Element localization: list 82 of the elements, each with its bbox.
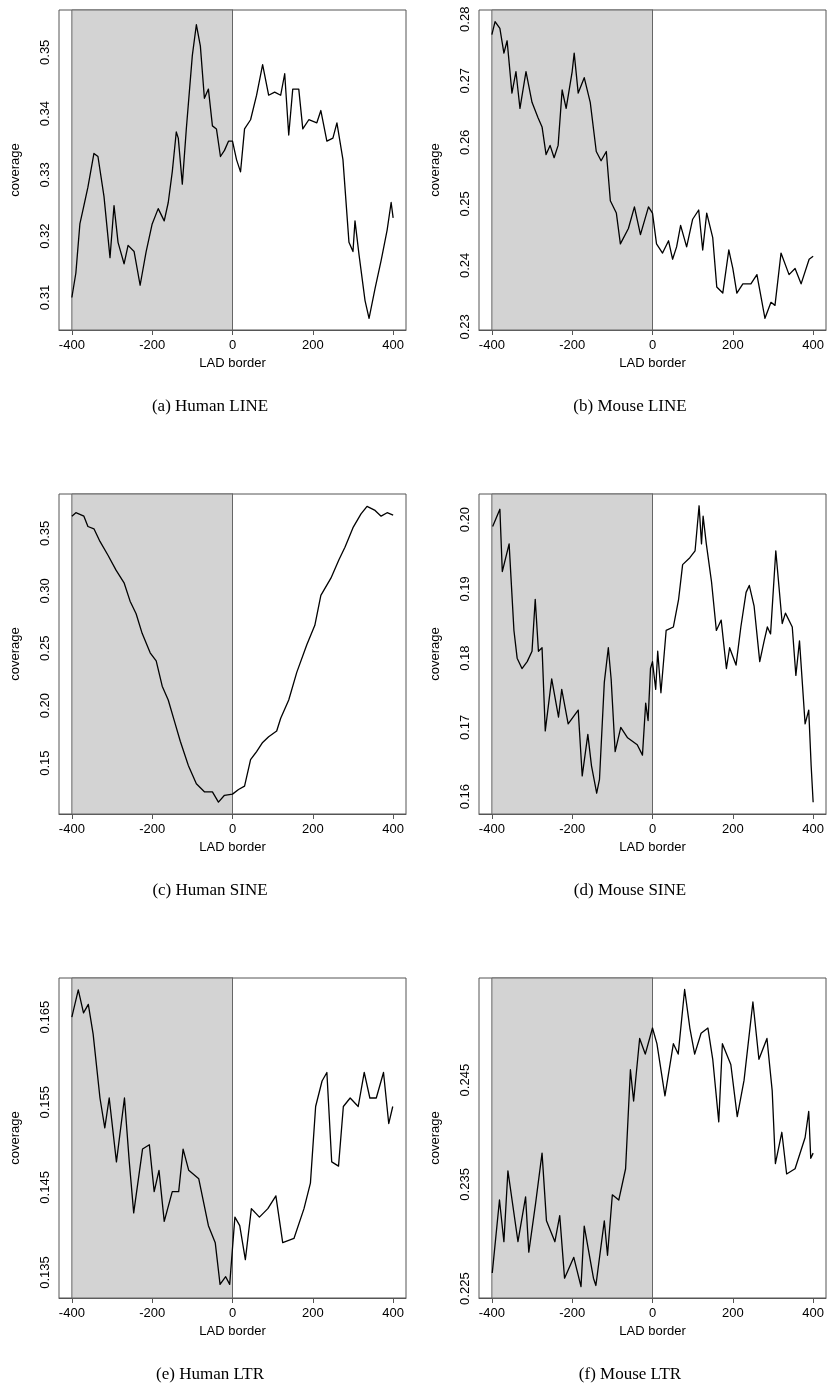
x-tick-label: 0: [648, 821, 657, 836]
x-axis-title: LAD border: [199, 839, 267, 854]
line-series: [71, 989, 394, 1286]
text: (d) Mouse SINE: [573, 880, 687, 899]
x-tick-label: 200: [301, 821, 324, 836]
y-tick-label: 0.27: [457, 68, 472, 94]
x-tick-label: -200: [139, 1305, 166, 1320]
x-tick-label: 0: [228, 337, 237, 352]
y-tick-label: 0.28: [457, 6, 472, 32]
x-axis-title: LAD border: [199, 355, 267, 370]
x-tick-label: -400: [478, 821, 505, 836]
y-tick-label: 0.245: [457, 1063, 472, 1097]
y-tick-label: 0.15: [37, 750, 52, 776]
y-tick-label: 0.32: [37, 223, 52, 249]
x-tick-label: -200: [559, 821, 586, 836]
text: (f) Mouse LTR: [578, 1364, 682, 1383]
y-tick-label: 0.155: [37, 1085, 52, 1119]
line-series: [492, 505, 814, 803]
y-tick-label: 0.20: [37, 693, 52, 719]
y-tick-label: 0.25: [457, 191, 472, 217]
x-tick-label: 200: [721, 821, 744, 836]
x-tick-label: 200: [721, 1305, 744, 1320]
y-tick-label: 0.35: [37, 39, 52, 65]
y-axis-title: coverage: [7, 627, 22, 681]
x-tick-label: 200: [301, 1305, 324, 1320]
line-series: [71, 24, 394, 319]
x-tick-label: 0: [228, 1305, 237, 1320]
line-series: [71, 505, 394, 803]
x-tick-label: -400: [58, 1305, 85, 1320]
x-tick-label: -200: [139, 337, 166, 352]
x-tick-label: -200: [559, 1305, 586, 1320]
y-tick-label: 0.24: [457, 252, 472, 279]
x-axis-title: LAD border: [199, 1323, 267, 1338]
x-tick-label: 0: [648, 337, 657, 352]
y-tick-label: 0.19: [457, 576, 472, 602]
x-tick-label: 400: [802, 1305, 824, 1320]
y-tick-label: 0.23: [457, 314, 472, 340]
y-tick-label: 0.145: [37, 1171, 52, 1204]
line-series: [491, 21, 814, 319]
text: (b) Mouse LINE: [573, 396, 687, 415]
y-axis-title: coverage: [427, 1111, 442, 1165]
y-tick-label: 0.17: [457, 714, 472, 741]
y-tick-label: 0.30: [37, 578, 52, 604]
y-tick-label: 0.135: [37, 1256, 52, 1289]
y-tick-label: 0.20: [457, 506, 472, 533]
y-axis-title: coverage: [7, 1111, 22, 1165]
y-tick-label: 0.34: [37, 100, 52, 127]
text: (e) Human LTR: [156, 1364, 265, 1383]
x-axis-title: LAD border: [619, 839, 687, 854]
text: (c) Human SINE: [152, 880, 268, 899]
x-tick-label: 400: [802, 337, 824, 352]
y-axis-title: coverage: [427, 627, 442, 681]
x-tick-label: 200: [301, 337, 324, 352]
y-tick-label: 0.235: [457, 1168, 472, 1201]
x-tick-label: 400: [382, 821, 404, 836]
x-tick-label: -200: [139, 821, 166, 836]
y-tick-label: 0.16: [457, 784, 472, 810]
x-tick-label: 0: [228, 821, 237, 836]
x-tick-label: 400: [382, 1305, 404, 1320]
y-tick-label: 0.225: [457, 1272, 472, 1305]
x-tick-label: -400: [58, 337, 85, 352]
y-tick-label: 0.25: [37, 635, 52, 661]
x-tick-label: -400: [478, 337, 505, 352]
y-tick-label: 0.35: [37, 520, 52, 547]
y-tick-label: 0.31: [37, 284, 52, 311]
text: (a) Human LINE: [151, 396, 269, 415]
x-tick-label: -400: [478, 1305, 505, 1320]
x-tick-label: -400: [58, 821, 85, 836]
y-axis-title: coverage: [427, 143, 442, 197]
x-tick-label: -200: [559, 337, 586, 352]
line-series: [491, 988, 814, 1288]
x-axis-title: LAD border: [619, 1323, 687, 1338]
x-tick-label: 200: [721, 337, 744, 352]
y-axis-title: coverage: [7, 143, 22, 197]
x-tick-label: 0: [648, 1305, 657, 1320]
x-tick-label: 400: [802, 821, 824, 836]
y-tick-label: 0.165: [37, 1000, 52, 1034]
x-axis-title: LAD border: [619, 355, 687, 370]
y-tick-label: 0.26: [457, 129, 472, 155]
y-tick-label: 0.18: [457, 645, 472, 671]
x-tick-label: 400: [382, 337, 404, 352]
y-tick-label: 0.33: [37, 162, 52, 188]
